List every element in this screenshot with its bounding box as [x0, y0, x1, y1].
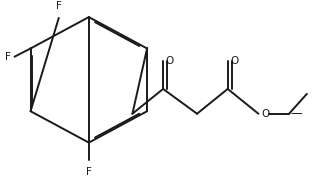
Text: F: F — [5, 52, 11, 62]
Text: O: O — [230, 56, 239, 66]
Text: F: F — [86, 167, 92, 177]
Text: F: F — [56, 1, 62, 11]
Text: —: — — [291, 107, 302, 120]
Text: O: O — [261, 109, 269, 119]
Text: O: O — [166, 56, 174, 66]
